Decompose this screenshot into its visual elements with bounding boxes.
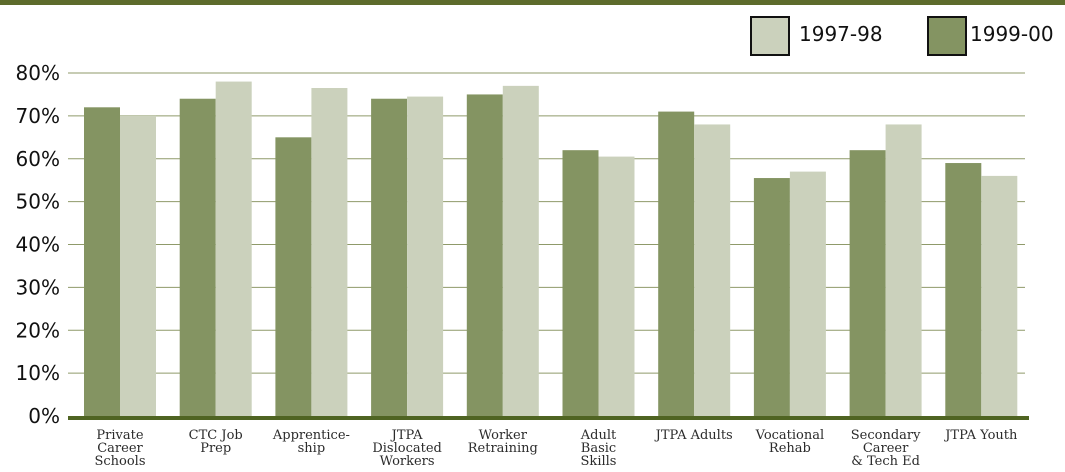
y-tick-label: 0% (28, 404, 60, 428)
legend-label: 1999-00 (970, 22, 1054, 46)
category-label: JTPA Dislocated Workers (372, 428, 442, 469)
y-tick-label: 40% (16, 233, 60, 257)
category-label: Worker Retraining (468, 428, 538, 456)
bar-1999-00 (753, 178, 790, 416)
bar-1999-00 (371, 98, 408, 416)
bars (84, 81, 1018, 417)
top-rule (0, 0, 1065, 5)
category-label: CTC Job Prep (189, 428, 243, 456)
category-label: Vocational Rehab (755, 428, 825, 456)
bar-1997-98 (789, 171, 826, 416)
bar-1997-98 (311, 88, 348, 416)
bar-1997-98 (598, 156, 635, 416)
category-label: Secondary Career & Tech Ed (851, 428, 921, 469)
bar-1999-00 (658, 111, 695, 417)
bar-1997-98 (885, 124, 922, 416)
x-axis-category-labels: Private Career Schools CTC Job Prep Apprentic… (94, 428, 1018, 469)
bar-1999-00 (179, 98, 216, 416)
y-tick-label: 20% (16, 318, 60, 342)
y-axis-tick-labels: 0% 10% 20% 30% 40% 50% 60% 70% 80% (16, 61, 60, 428)
y-tick-label: 70% (16, 104, 60, 128)
bar-1999-00 (849, 150, 886, 417)
y-tick-label: 60% (16, 147, 60, 171)
bar-1997-98 (981, 175, 1018, 416)
bar-1999-00 (466, 94, 503, 416)
y-tick-label: 30% (16, 275, 60, 299)
bar-1999-00 (945, 163, 982, 416)
x-axis-baseline (68, 416, 1029, 420)
bar-1999-00 (562, 150, 599, 417)
category-label: Private Career Schools (94, 428, 145, 469)
category-label: JTPA Adults (654, 428, 733, 443)
legend-label: 1997-98 (799, 22, 883, 46)
bar-1997-98 (502, 85, 539, 417)
category-label: Apprentice-ship (272, 428, 350, 456)
legend-swatch (927, 16, 967, 56)
bar-1997-98 (215, 81, 252, 416)
bar-1997-98 (407, 96, 444, 417)
bar-1997-98 (120, 115, 156, 416)
legend: 1997-98 1999-00 (750, 16, 1054, 56)
legend-swatch (750, 16, 790, 56)
bar-1997-98 (694, 124, 731, 416)
y-tick-label: 80% (16, 61, 60, 85)
category-label: JTPA Youth (943, 428, 1018, 443)
category-label: Adult Basic Skills (580, 428, 617, 469)
bar-1999-00 (275, 137, 312, 416)
y-tick-label: 50% (16, 190, 60, 214)
y-tick-label: 10% (16, 361, 60, 385)
bar-1999-00 (84, 107, 120, 417)
